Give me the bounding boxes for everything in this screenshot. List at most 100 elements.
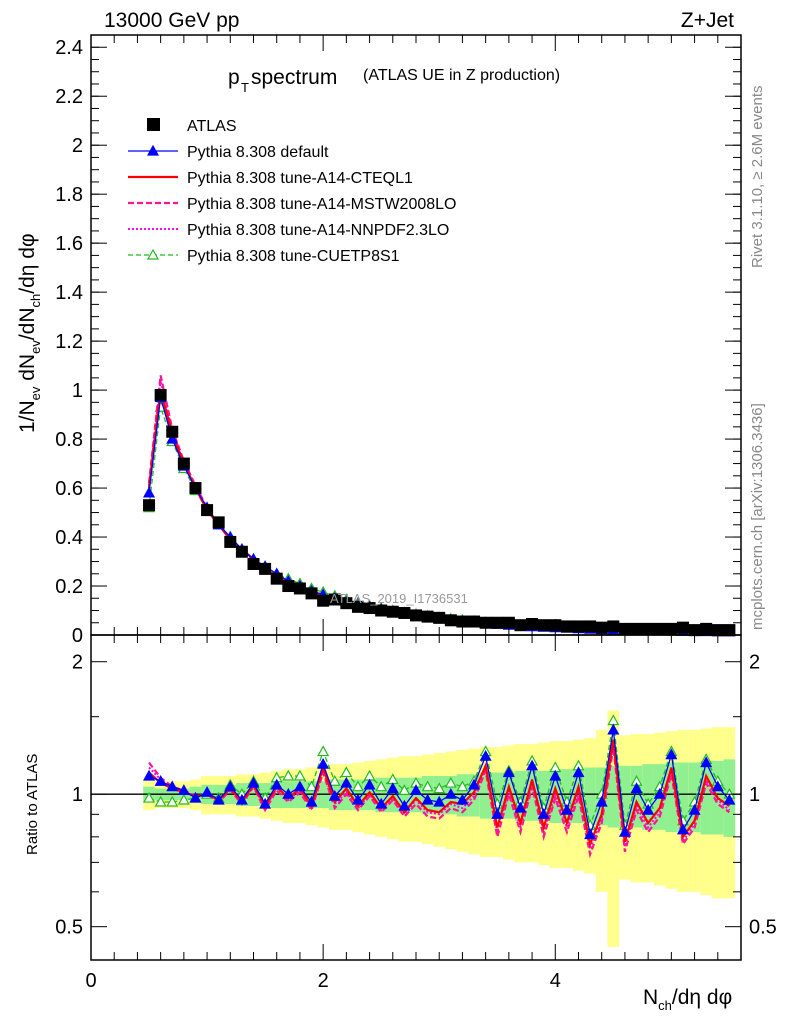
- ratio-point-cuetp8s1-1: [154, 795, 167, 807]
- title-paren: (ATLAS UE in Z production): [363, 67, 560, 84]
- data-point-21: [386, 605, 399, 618]
- ratio-point-default-19: [363, 778, 376, 790]
- ratio-point-default-38: [584, 828, 597, 840]
- title-sub: T: [241, 80, 249, 95]
- ratio-point-default-4: [189, 791, 202, 803]
- data-point-36: [560, 620, 573, 633]
- ratio-point-default-34: [537, 808, 550, 819]
- data-point-5: [201, 504, 214, 517]
- data-point-28: [468, 615, 481, 628]
- band-stat-38: [584, 767, 596, 826]
- xtick-label-1: 2: [318, 970, 329, 992]
- data-point-8: [235, 545, 248, 558]
- ratio-point-cuetp8s1-12: [282, 769, 295, 781]
- data-point-2: [166, 425, 179, 438]
- data-point-22: [398, 606, 411, 619]
- ratio-point-default-41: [618, 825, 631, 837]
- data-point-38: [584, 620, 597, 633]
- ratio-point-default-48: [700, 756, 713, 768]
- data-point-13: [293, 582, 306, 595]
- data-point-50: [723, 624, 736, 637]
- svg-text:Nch/dη dφ: Nch/dη dφ: [643, 986, 732, 1013]
- energy-label: 13000 GeV pp: [104, 9, 239, 32]
- plot-title: p T spectrum (ATLAS UE in Z production): [228, 66, 560, 95]
- legend-label-2: Pythia 8.308 tune-A14-CTEQL1: [187, 170, 413, 187]
- ratio-point-cuetp8s1-17: [340, 766, 353, 778]
- main-ytick-label-0: 0: [72, 625, 83, 647]
- data-point-30: [491, 616, 504, 629]
- ratio-line-a14_cteql1: [148, 739, 731, 848]
- ratio-point-default-47: [688, 803, 701, 815]
- data-point-9: [247, 557, 260, 570]
- main-ytick-label-7: 1.4: [55, 282, 83, 304]
- legend: ATLAS Pythia 8.308 default Pythia 8.308 tu…: [128, 118, 456, 265]
- ratio-point-default-26: [444, 787, 457, 799]
- ratio-point-cuetp8s1-3: [177, 793, 190, 805]
- legend-marker-5: [146, 248, 160, 260]
- band-total-40: [607, 710, 620, 947]
- main-point-default-2: [166, 432, 179, 444]
- ratio-ytick-label-2: 2: [72, 652, 83, 674]
- ratio-point-default-50: [723, 793, 736, 805]
- main-point-default-0: [143, 486, 156, 498]
- ratio-point-cuetp8s1-15: [317, 745, 330, 757]
- title-spectrum: spectrum: [251, 66, 337, 89]
- data-point-32: [514, 619, 527, 632]
- band-stat-41: [619, 765, 631, 828]
- ratio-point-default-1: [154, 775, 167, 786]
- x-axis-label: Nch/dη dφ: [643, 986, 732, 1013]
- ratio-point-default-18: [351, 793, 364, 805]
- ratio-point-cuetp8s1-16: [328, 775, 341, 786]
- data-point-20: [375, 604, 388, 617]
- band-stat-25: [433, 775, 446, 815]
- main-ytick-label-3: 0.6: [55, 478, 83, 500]
- band-stat-28: [468, 774, 480, 817]
- ratio-point-cuetp8s1-14: [305, 780, 318, 792]
- ratio-point-default-9: [247, 776, 260, 788]
- data-point-24: [421, 610, 434, 623]
- main-panel: 0 0.2 0.4 0.6 0.8 1 1.2 1.4 1.6 1.8 2 2.2 2.4: [55, 34, 742, 647]
- data-point-23: [410, 609, 422, 622]
- data-point-11: [270, 572, 283, 585]
- rivet-label: Rivet 3.1.10, ≥ 2.6M events: [749, 86, 766, 269]
- data-point-31: [502, 616, 515, 629]
- main-ytick-label-9: 1.8: [55, 184, 83, 206]
- ratio-point-default-23: [409, 784, 423, 796]
- band-stat-48: [700, 760, 712, 835]
- data-point-46: [676, 621, 689, 634]
- ratio-ytick-label-1: 1: [72, 784, 83, 806]
- ratio-point-cuetp8s1-27: [456, 780, 469, 792]
- ratio-point-default-0: [143, 769, 156, 781]
- data-point-15: [317, 594, 330, 607]
- data-point-7: [224, 535, 237, 548]
- ratio-point-default-12: [282, 787, 295, 799]
- ratio-point-cuetp8s1-26: [444, 776, 457, 788]
- ratio-point-default-45: [665, 748, 678, 760]
- ratio-point-default-42: [630, 782, 643, 794]
- data-point-3: [177, 457, 190, 470]
- ratio-point-default-39: [595, 795, 608, 807]
- ratio-point-default-44: [653, 787, 666, 799]
- band-stat-20: [375, 777, 387, 813]
- process-label: Z+Jet: [681, 9, 734, 32]
- data-point-25: [433, 611, 446, 624]
- ratio-line-a14_mstw2008lo: [148, 746, 731, 859]
- legend-label-5: Pythia 8.308 tune-CUETP8S1: [187, 248, 400, 265]
- main-ytick-label-4: 0.8: [55, 429, 83, 451]
- ratio-point-default-8: [235, 793, 248, 805]
- ratio-point-default-40: [607, 723, 620, 735]
- data-point-6: [212, 516, 225, 529]
- band-stat-29: [479, 772, 492, 819]
- ratio-point-default-2: [166, 780, 179, 792]
- ratio-y-label: Ratio to ATLAS: [24, 754, 41, 855]
- ratio-point-default-31: [502, 766, 515, 778]
- ratio-ytick-label-0: 0.5: [55, 917, 83, 939]
- legend-marker-atlas: [147, 118, 160, 131]
- ratio-point-default-11: [270, 778, 283, 790]
- ratio-ytick-label-right-0: 0.5: [749, 917, 777, 939]
- ratio-point-default-21: [386, 782, 399, 794]
- data-point-29: [479, 616, 492, 629]
- svg-text:1/Nev dNev/dNch/dη dφ: 1/Nev dNev/dNch/dη dφ: [16, 233, 43, 433]
- main-ytick-label-1: 0.2: [55, 576, 83, 598]
- ratio-point-default-43: [642, 803, 655, 815]
